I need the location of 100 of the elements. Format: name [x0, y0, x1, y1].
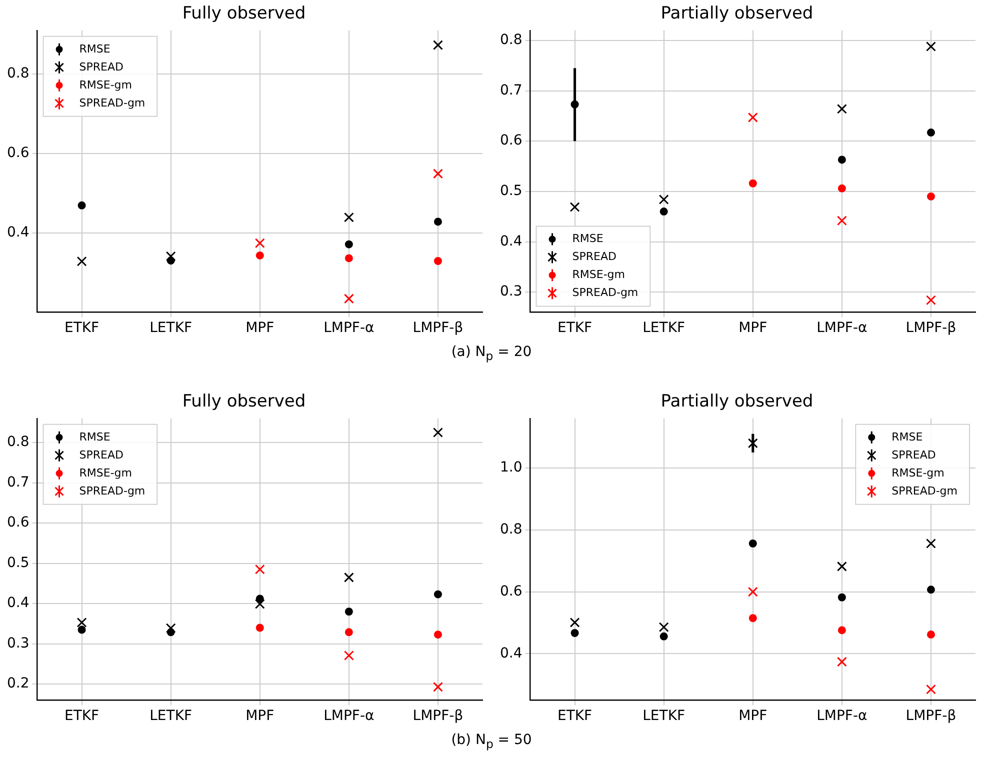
point	[254, 238, 265, 248]
x-tick-label: MPF	[738, 708, 768, 724]
point	[836, 656, 847, 667]
chart-title: Partially observed	[660, 4, 814, 24]
y-tick-label: 0.8	[7, 434, 30, 450]
x-tick-label: MPF	[738, 320, 768, 336]
point	[344, 608, 353, 616]
point	[76, 618, 87, 628]
point	[256, 624, 264, 632]
point	[926, 42, 936, 52]
point	[344, 212, 354, 222]
x-tick-label: ETKF	[557, 320, 592, 336]
point	[748, 179, 757, 188]
point	[344, 650, 354, 661]
y-tick-label: 0.8	[7, 66, 30, 82]
legend-label: SPREAD	[79, 60, 124, 74]
point	[926, 128, 935, 137]
y-tick-label: 0.7	[500, 82, 522, 98]
y-tick-label: 0.8	[500, 32, 522, 48]
point	[748, 112, 758, 122]
point	[748, 438, 758, 448]
legend-label: RMSE	[79, 430, 110, 444]
point	[748, 614, 757, 622]
point	[76, 256, 87, 266]
point	[836, 561, 847, 572]
point	[838, 184, 846, 192]
point	[926, 684, 936, 694]
point	[926, 630, 935, 639]
point	[658, 622, 669, 632]
point	[434, 257, 442, 265]
point	[432, 40, 443, 50]
legend-label: SPREAD	[79, 448, 124, 462]
legend-label: SPREAD	[892, 448, 936, 462]
legend-label: RMSE	[79, 42, 110, 56]
point	[166, 251, 176, 262]
legend-label: SPREAD-gm	[79, 96, 146, 110]
point	[432, 428, 443, 438]
point	[660, 208, 668, 216]
x-tick-label: LMPF-β	[412, 320, 464, 336]
x-tick-label: ETKF	[64, 320, 100, 336]
x-tick-label: LMPF-α	[816, 320, 868, 336]
chart-title: Fully observed	[182, 392, 306, 412]
y-tick-label: 0.4	[500, 233, 522, 250]
point	[78, 201, 86, 210]
x-tick-label: LETKF	[642, 708, 686, 724]
text: (b) N$_{p}$ = 50	[450, 732, 533, 751]
x-tick-label: LETKF	[150, 708, 192, 724]
y-tick-label: 0.3	[500, 284, 522, 300]
point	[926, 538, 936, 548]
point	[434, 590, 442, 598]
y-tick-label: 0.7	[7, 474, 30, 490]
point	[344, 254, 353, 262]
point	[748, 540, 757, 548]
point	[836, 216, 847, 226]
point	[166, 623, 176, 634]
point	[256, 251, 264, 260]
point	[254, 598, 265, 609]
x-tick-label: LMPF-β	[412, 708, 464, 724]
x-tick-label: ETKF	[557, 708, 592, 724]
x-tick-label: LMPF-α	[324, 708, 374, 724]
y-tick-label: 0.5	[500, 183, 522, 200]
point	[344, 240, 353, 248]
x-tick-label: LMPF-β	[906, 320, 956, 336]
y-tick-label: 0.5	[7, 554, 30, 571]
legend-label: RMSE	[572, 232, 604, 246]
legend-label: RMSE-gm	[79, 78, 132, 92]
y-tick-label: 0.4	[500, 645, 522, 662]
y-tick-label: 0.4	[7, 224, 30, 240]
y-tick-label: 0.6	[7, 514, 30, 531]
chart-title: Fully observed	[182, 4, 306, 24]
point	[570, 202, 580, 212]
point	[344, 628, 353, 636]
point	[838, 593, 846, 602]
point	[344, 294, 354, 304]
point	[254, 564, 265, 574]
text: (a) N$_{p}$ = 20	[450, 344, 533, 363]
point	[432, 682, 443, 692]
chart-title: Partially observed	[660, 392, 814, 412]
point	[166, 256, 175, 265]
x-tick-label: MPF	[246, 320, 274, 336]
point	[570, 629, 579, 637]
legend-label: SPREAD	[572, 250, 616, 264]
point	[256, 594, 264, 603]
y-tick-label: 0.6	[500, 132, 522, 149]
y-tick-label: 0.4	[7, 595, 30, 612]
y-tick-label: 1.0	[500, 460, 522, 476]
legend-label: SPREAD-gm	[572, 286, 638, 300]
point	[434, 218, 442, 226]
point	[838, 626, 846, 634]
x-tick-label: LMPF-β	[906, 708, 956, 724]
point	[432, 168, 443, 179]
x-tick-label: LETKF	[150, 320, 192, 336]
point	[658, 194, 669, 204]
point	[926, 192, 935, 200]
point	[344, 572, 354, 582]
point	[570, 617, 580, 628]
legend-label: RMSE-gm	[79, 466, 132, 480]
legend-label: RMSE	[892, 430, 923, 444]
legend-label: SPREAD-gm	[892, 484, 958, 498]
legend-label: RMSE-gm	[572, 268, 625, 282]
